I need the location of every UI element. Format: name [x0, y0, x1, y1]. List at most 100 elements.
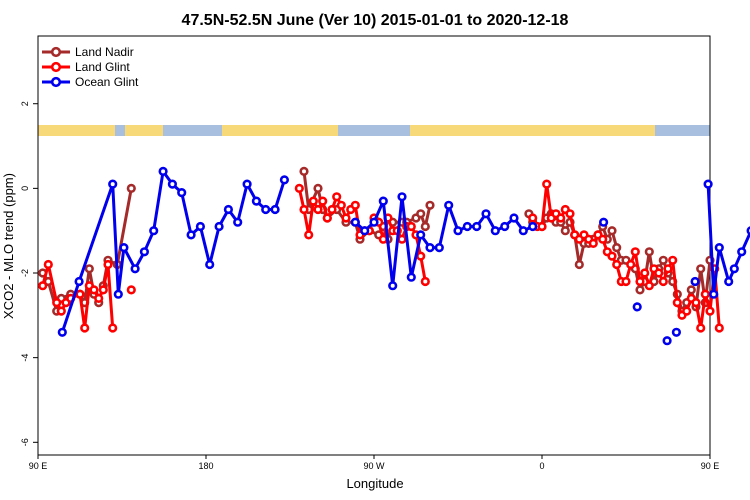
data-point: [103, 259, 113, 270]
data-point: [425, 200, 435, 210]
data-point: [108, 323, 118, 333]
land-band: [222, 125, 338, 136]
data-point: [560, 226, 570, 236]
data-point: [626, 259, 636, 270]
data-point: [313, 204, 323, 215]
data-point: [729, 264, 739, 274]
data-point: [528, 221, 538, 232]
data-point: [696, 323, 706, 333]
data-point: [75, 289, 85, 299]
data-point: [690, 276, 700, 287]
data-point: [186, 230, 196, 240]
land-band: [125, 125, 163, 136]
legend-item: Ocean Glint: [42, 75, 139, 89]
data-point: [696, 264, 706, 274]
data-point: [214, 221, 224, 232]
data-point: [341, 213, 351, 223]
data-point: [565, 209, 575, 219]
data-point: [223, 204, 233, 215]
data-point: [453, 226, 463, 236]
legend-swatch-marker: [50, 61, 62, 73]
data-point: [472, 221, 482, 232]
data-point: [672, 298, 682, 308]
data-point: [630, 247, 640, 257]
data-point: [691, 298, 701, 308]
data-point: [635, 285, 645, 295]
data-point: [98, 285, 108, 295]
data-point: [350, 200, 360, 210]
data-point: [607, 251, 617, 261]
data-point: [598, 217, 609, 227]
data-point: [416, 230, 426, 240]
data-point: [658, 276, 668, 287]
data-point: [89, 285, 99, 295]
data-point: [654, 268, 664, 278]
y-tick-label: 2: [20, 101, 30, 106]
x-axis: 90 E 180 90 W 0 90 E: [29, 455, 719, 471]
data-point: [388, 281, 398, 291]
data-point: [270, 204, 280, 215]
data-point: [462, 221, 472, 232]
data-point: [406, 272, 416, 282]
data-point: [38, 281, 48, 291]
data-point: [671, 327, 682, 337]
data-point: [709, 289, 719, 299]
data-point: [149, 226, 159, 236]
data-point: [74, 276, 84, 287]
x-axis-label: Longitude: [346, 476, 403, 491]
data-point: [126, 285, 136, 295]
data-point: [668, 255, 678, 265]
data-point: [119, 243, 129, 253]
legend-swatch-marker: [50, 76, 62, 88]
data-point: [621, 276, 631, 287]
data-point: [635, 276, 645, 287]
data-point: [542, 179, 552, 189]
data-point: [318, 196, 328, 206]
data-point: [746, 226, 750, 236]
data-point: [574, 259, 584, 270]
data-point: [52, 298, 62, 308]
data-point: [80, 323, 90, 333]
y-tick-label: -6: [20, 438, 30, 446]
data-point: [490, 226, 500, 236]
y-tick-label: 0: [20, 186, 30, 191]
x-tick-label: 90 E: [29, 461, 48, 471]
data-point: [308, 196, 318, 206]
data-point: [130, 264, 140, 274]
data-point: [416, 209, 426, 219]
data-point: [167, 179, 177, 189]
legend-label: Land Glint: [75, 60, 130, 74]
y-tick-label: -2: [20, 269, 30, 277]
data-point: [612, 259, 622, 270]
series-layer: [38, 166, 750, 346]
data-point: [126, 183, 136, 193]
data-point: [108, 179, 118, 189]
land-band: [38, 125, 115, 136]
data-point: [294, 183, 304, 193]
data-point: [644, 247, 654, 257]
data-point: [378, 234, 388, 244]
plot-frame: [37, 35, 711, 456]
data-point: [327, 204, 337, 215]
y-axis: 2 0 -2 -4 -6: [20, 101, 38, 446]
data-point: [658, 255, 668, 265]
series-ocean-glint: [57, 166, 750, 346]
legend-label: Land Nadir: [75, 45, 134, 59]
data-point: [509, 213, 519, 223]
data-point: [242, 179, 252, 189]
y-tick-label: -4: [20, 354, 30, 362]
data-point: [686, 285, 696, 295]
y-axis-label: XCO2 - MLO trend (ppm): [1, 173, 16, 319]
data-point: [397, 192, 407, 202]
data-point: [481, 209, 491, 219]
data-point: [528, 213, 538, 223]
data-point: [233, 217, 243, 227]
data-point: [177, 188, 187, 198]
data-point: [662, 336, 672, 346]
data-point: [43, 259, 53, 270]
data-point: [313, 183, 323, 193]
x-tick-label: 180: [198, 461, 213, 471]
data-point: [588, 238, 598, 248]
